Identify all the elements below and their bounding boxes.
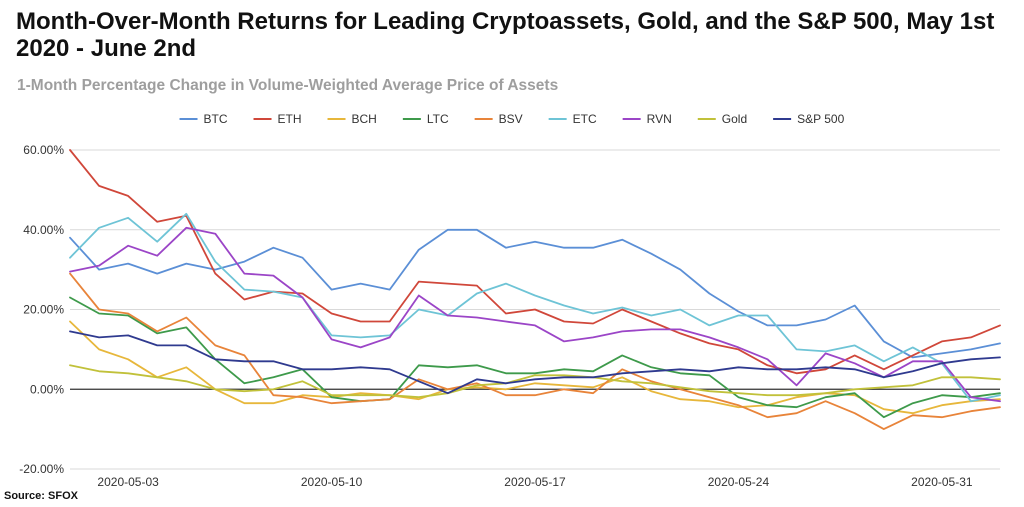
series-line — [69, 272, 1001, 431]
legend-label: Gold — [722, 112, 747, 126]
x-tick-label: 2020-05-31 — [911, 475, 973, 489]
legend-label: BTC — [204, 112, 228, 126]
series-line — [69, 320, 1001, 415]
chart-source: Source: SFOX — [4, 490, 78, 502]
series-line — [69, 364, 1001, 399]
chart-title: Month-Over-Month Returns for Leading Cry… — [16, 8, 995, 62]
chart-subtitle: 1-Month Percentage Change in Volume-Weig… — [17, 77, 559, 94]
y-tick-label: 0.00% — [30, 382, 64, 396]
legend-label: LTC — [427, 112, 449, 126]
x-tick-label: 2020-05-10 — [301, 475, 363, 489]
series-line — [69, 212, 1001, 403]
series-line — [69, 226, 1001, 403]
series-line — [69, 228, 1001, 359]
y-tick-label: -20.00% — [19, 462, 64, 476]
y-tick-label: 40.00% — [23, 223, 64, 237]
x-tick-label: 2020-05-24 — [708, 475, 770, 489]
legend-label: RVN — [647, 112, 672, 126]
x-tick-label: 2020-05-17 — [504, 475, 566, 489]
x-tick-label: 2020-05-03 — [97, 475, 159, 489]
legend-label: BCH — [352, 112, 377, 126]
legend-label: BSV — [499, 112, 523, 126]
series-line — [69, 296, 1001, 419]
y-tick-label: 60.00% — [23, 143, 64, 157]
series-line — [69, 330, 1001, 395]
legend-label: ETC — [573, 112, 597, 126]
legend-label: ETH — [278, 112, 302, 126]
y-tick-label: 20.00% — [23, 303, 64, 317]
legend-label: S&P 500 — [797, 112, 844, 126]
